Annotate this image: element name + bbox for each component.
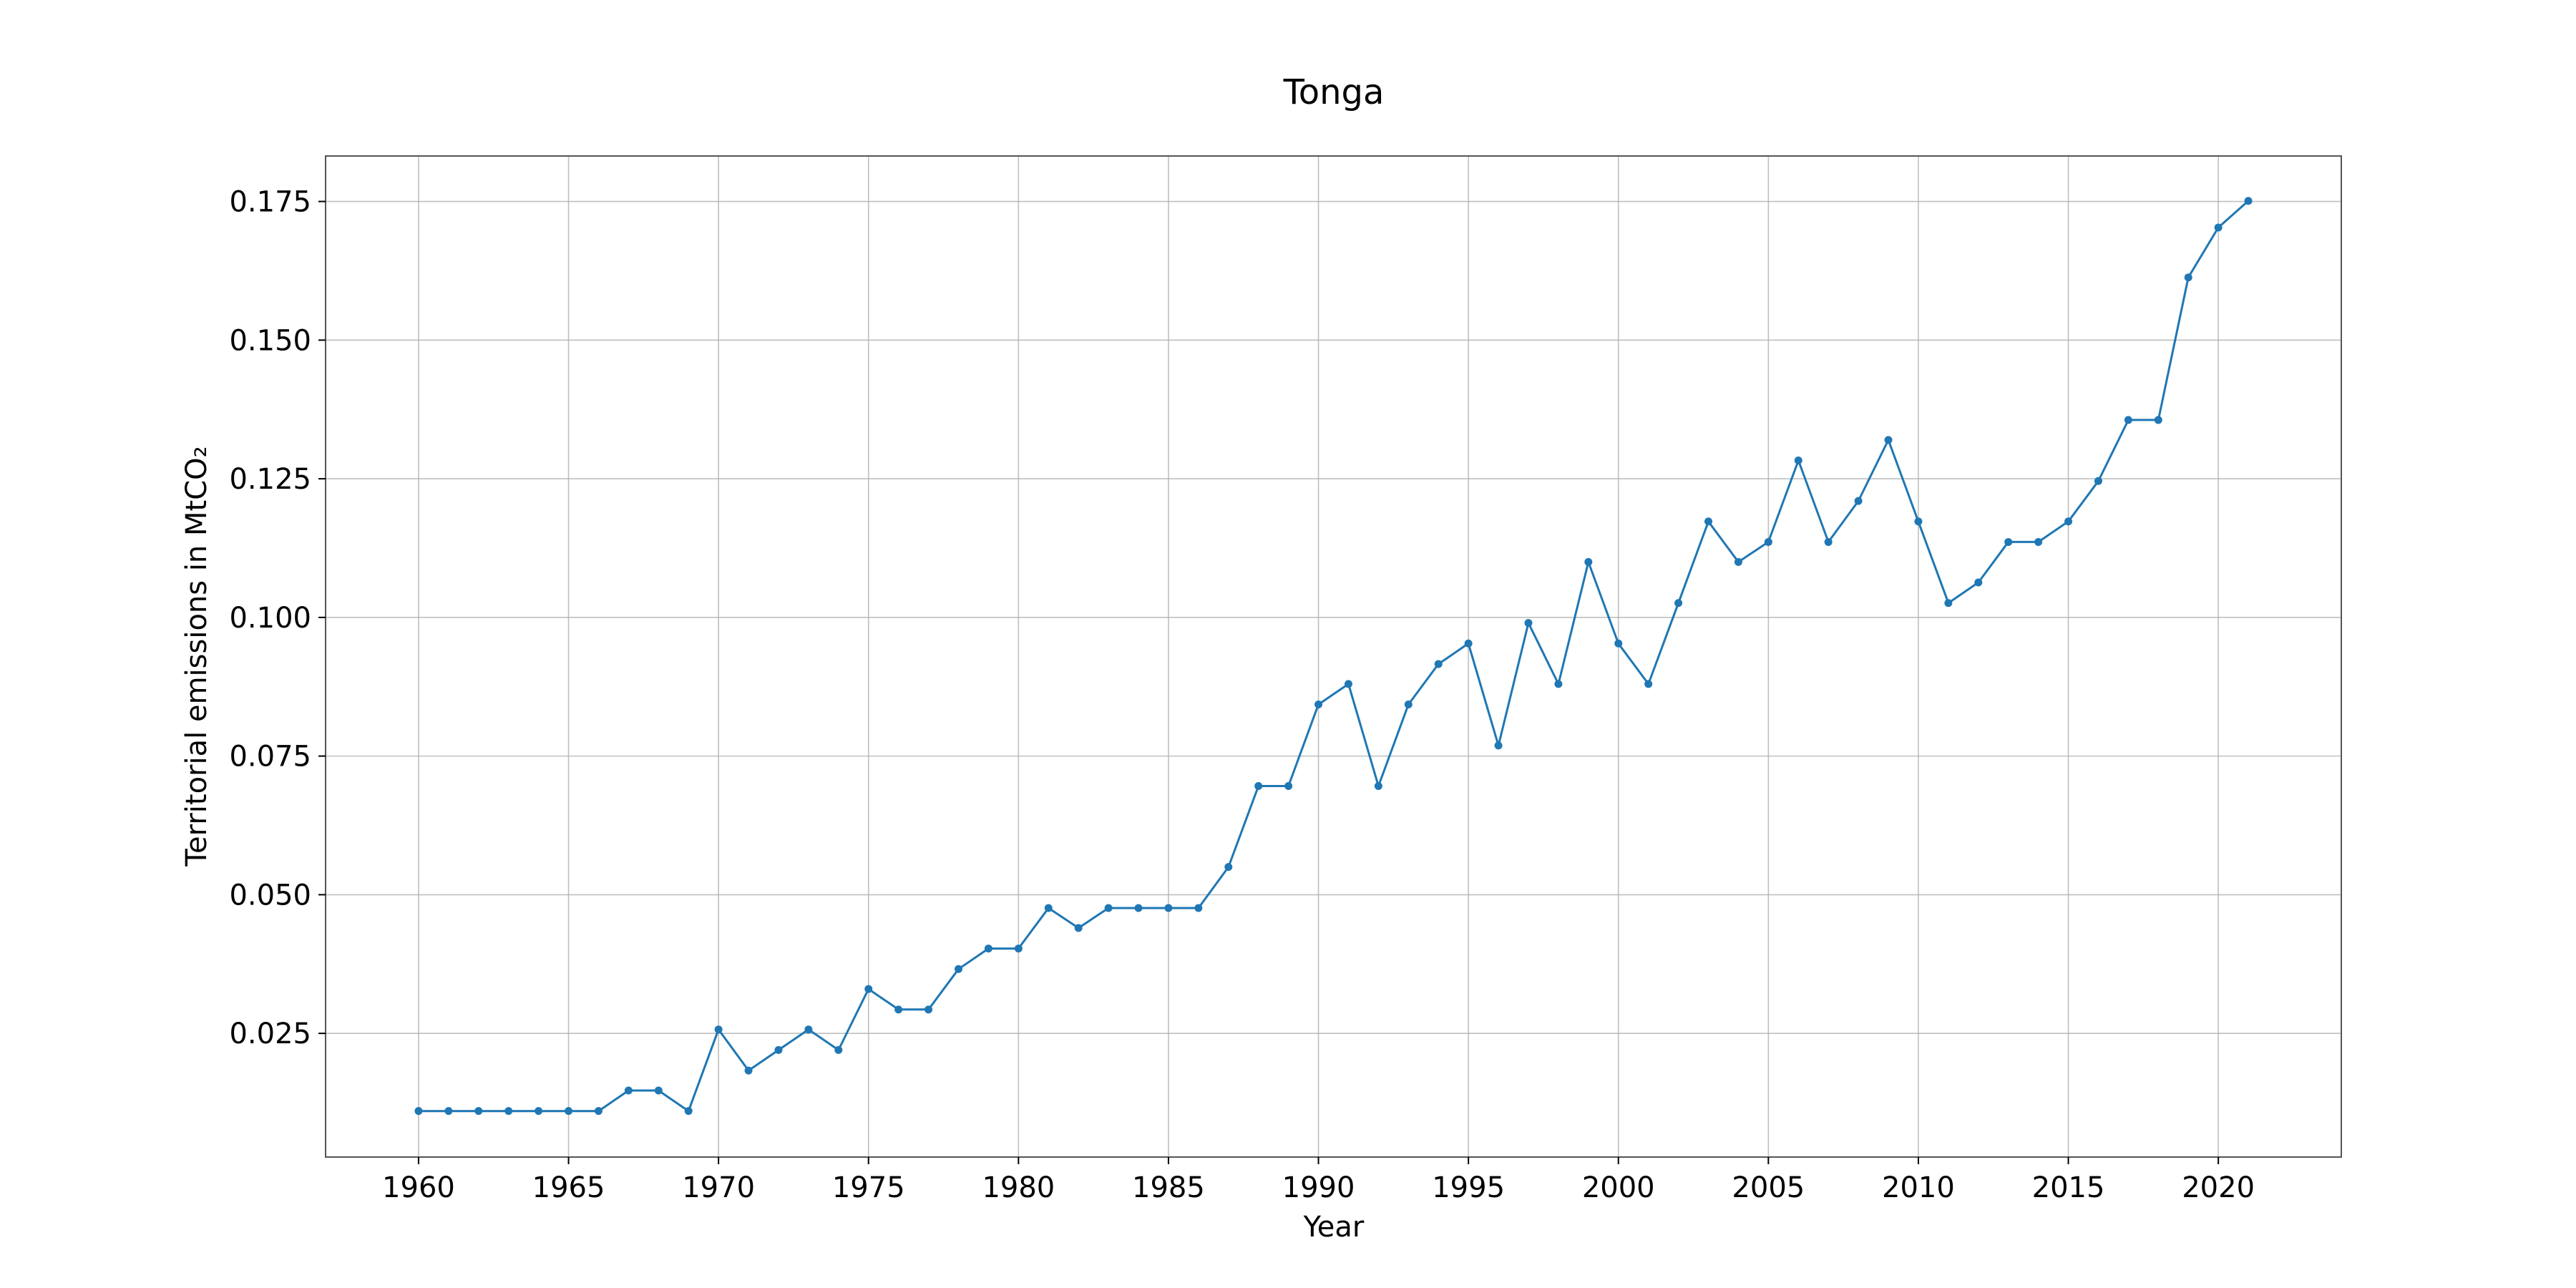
data-point <box>594 1107 602 1116</box>
data-point <box>1584 557 1593 566</box>
data-point <box>565 1107 573 1116</box>
data-point <box>2064 517 2073 526</box>
data-point <box>1914 517 1923 526</box>
data-point <box>1014 945 1023 953</box>
x-tick-label: 1990 <box>1282 1171 1355 1204</box>
data-point <box>1074 924 1083 932</box>
plot-area <box>325 155 2342 1158</box>
data-point <box>2094 477 2102 485</box>
x-tick-label: 1965 <box>532 1171 605 1204</box>
x-tick-label: 2010 <box>1882 1171 1955 1204</box>
x-tick-label: 2005 <box>1732 1171 1805 1204</box>
data-point <box>1614 639 1623 648</box>
data-point <box>1254 781 1263 790</box>
data-point <box>1194 904 1203 912</box>
chart-title: Tonga <box>1283 72 1385 112</box>
data-point <box>684 1107 693 1116</box>
data-point <box>1224 863 1233 872</box>
data-point <box>1674 599 1683 608</box>
data-point <box>2034 537 2043 546</box>
data-point <box>1134 904 1143 912</box>
series <box>414 197 2253 1116</box>
data-point <box>2184 273 2192 282</box>
data-point <box>535 1107 543 1116</box>
data-point <box>774 1045 783 1054</box>
data-point <box>714 1025 723 1034</box>
x-tick-label: 1995 <box>1432 1171 1505 1204</box>
data-point <box>1494 741 1503 750</box>
data-point <box>2214 223 2223 232</box>
data-point <box>744 1066 753 1075</box>
data-point <box>1434 660 1443 668</box>
x-axis-label: Year <box>1303 1211 1365 1244</box>
x-tick-label: 1970 <box>682 1171 755 1204</box>
data-point <box>1824 537 1833 546</box>
data-point <box>955 965 963 973</box>
x-tick-label: 1980 <box>982 1171 1055 1204</box>
data-point <box>1344 680 1352 688</box>
series-line <box>419 200 2249 1113</box>
data-point <box>1464 639 1473 648</box>
data-point <box>2004 537 2013 546</box>
x-tick-label: 2015 <box>2032 1171 2105 1204</box>
data-point <box>1644 680 1653 688</box>
data-point <box>2154 416 2162 424</box>
axis-ticks: 1960 1965 1970 1975 1980 1985 1990 1995 2000 2005… <box>229 186 2255 1204</box>
x-tick-label: 2000 <box>1582 1171 1655 1204</box>
data-point <box>1704 517 1712 526</box>
data-point <box>1104 904 1113 912</box>
y-tick-label: 0.100 <box>229 602 311 635</box>
data-point <box>1554 680 1563 688</box>
data-point <box>984 945 992 953</box>
data-point <box>1734 557 1742 566</box>
x-tick-label: 2020 <box>2182 1171 2255 1204</box>
y-tick-label: 0.150 <box>229 324 311 357</box>
data-point <box>1374 781 1382 790</box>
y-axis-label: Territorial emissions in MtCO₂ <box>180 446 213 867</box>
data-point <box>804 1025 813 1034</box>
data-point <box>1974 578 1983 587</box>
data-point <box>894 1005 903 1014</box>
y-tick-label: 0.175 <box>229 186 311 219</box>
data-point <box>654 1086 663 1095</box>
y-tick-label: 0.025 <box>229 1018 311 1050</box>
data-point <box>864 985 873 993</box>
data-point <box>834 1045 843 1054</box>
x-tick-label: 1975 <box>832 1171 905 1204</box>
data-point <box>1794 457 1802 465</box>
data-point <box>624 1086 633 1095</box>
data-point <box>1944 599 1953 608</box>
y-tick-label: 0.050 <box>229 879 311 912</box>
data-point <box>474 1107 483 1116</box>
data-point <box>1404 701 1413 709</box>
data-point <box>2244 197 2253 205</box>
data-point <box>2124 416 2132 424</box>
data-point <box>1854 497 1863 505</box>
data-point <box>1044 904 1053 912</box>
data-point <box>414 1107 423 1116</box>
x-tick-label: 1960 <box>382 1171 455 1204</box>
data-point <box>924 1005 933 1014</box>
y-tick-label: 0.125 <box>229 463 311 496</box>
grid <box>326 156 2341 1157</box>
data-point <box>1284 781 1293 790</box>
data-point <box>1764 537 1772 546</box>
data-point <box>444 1107 453 1116</box>
data-point <box>1314 701 1323 709</box>
data-point <box>1524 619 1533 628</box>
data-point <box>1164 904 1173 912</box>
data-point <box>504 1107 513 1116</box>
data-point <box>1884 436 1893 444</box>
y-tick-label: 0.075 <box>229 741 311 774</box>
x-tick-label: 1985 <box>1132 1171 1205 1204</box>
